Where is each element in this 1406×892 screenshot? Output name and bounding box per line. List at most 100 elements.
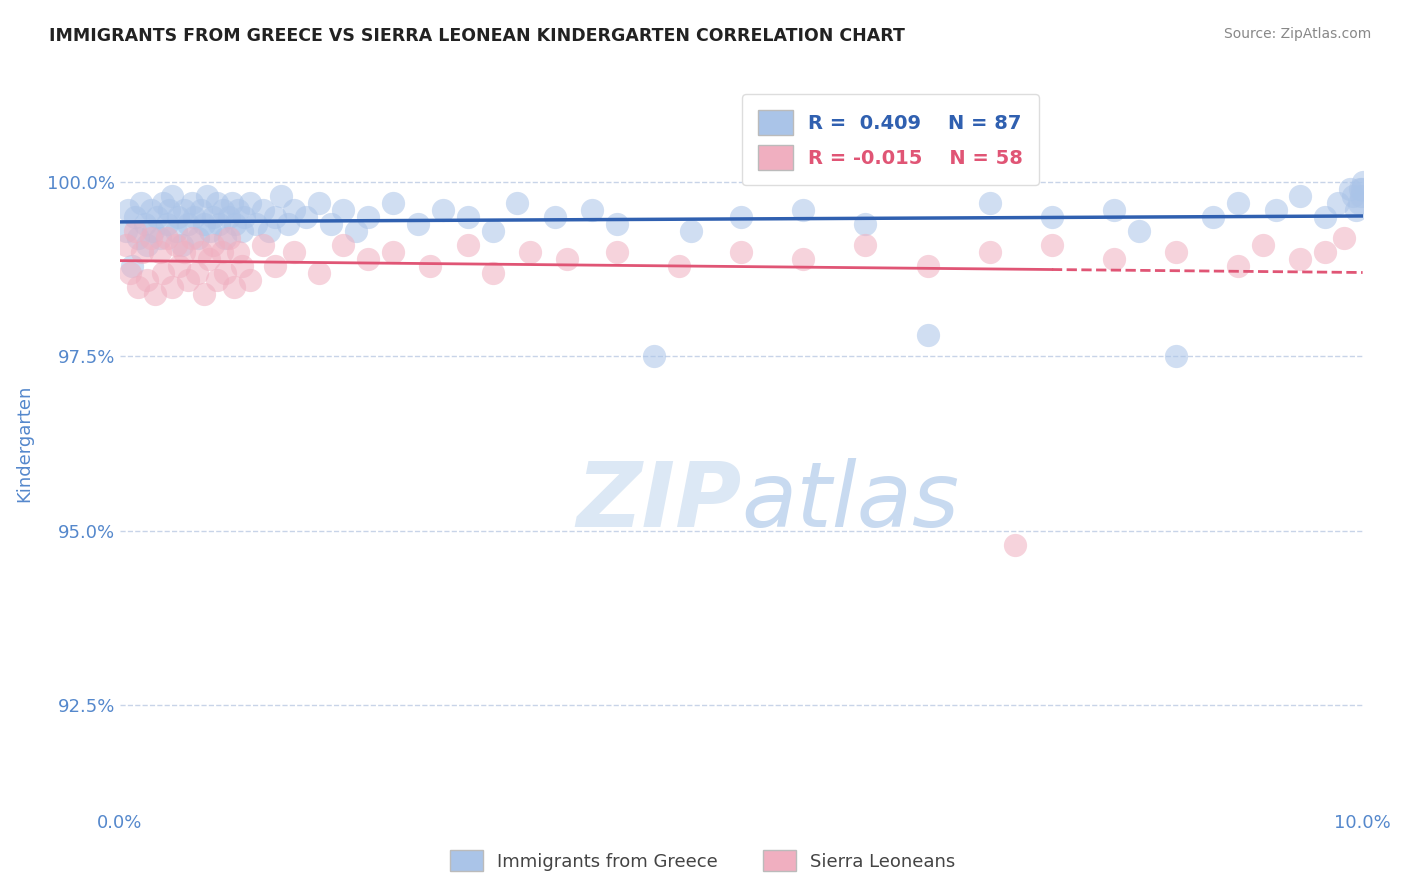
Point bbox=[332, 202, 354, 217]
Point bbox=[855, 237, 877, 252]
Point bbox=[146, 210, 169, 224]
Point bbox=[506, 196, 529, 211]
Point bbox=[136, 237, 159, 252]
Point bbox=[730, 244, 752, 259]
Point bbox=[165, 237, 187, 252]
Point bbox=[406, 217, 429, 231]
Text: IMMIGRANTS FROM GREECE VS SIERRA LEONEAN KINDERGARTEN CORRELATION CHART: IMMIGRANTS FROM GREECE VS SIERRA LEONEAN… bbox=[49, 27, 905, 45]
Point bbox=[193, 286, 215, 301]
Text: atlas: atlas bbox=[741, 458, 959, 546]
Point bbox=[1289, 189, 1312, 203]
Point bbox=[419, 259, 441, 273]
Point bbox=[193, 217, 215, 231]
Point bbox=[205, 196, 228, 211]
Point bbox=[115, 237, 138, 252]
Point bbox=[221, 196, 243, 211]
Point bbox=[357, 210, 380, 224]
Point bbox=[131, 244, 153, 259]
Point bbox=[295, 210, 318, 224]
Point bbox=[481, 266, 503, 280]
Point bbox=[1102, 202, 1125, 217]
Point bbox=[239, 272, 262, 286]
Point bbox=[1040, 237, 1063, 252]
Point bbox=[792, 202, 814, 217]
Point bbox=[239, 196, 262, 211]
Point bbox=[1326, 196, 1348, 211]
Point bbox=[1004, 538, 1026, 552]
Point bbox=[222, 279, 245, 293]
Point bbox=[1102, 252, 1125, 266]
Point bbox=[1040, 210, 1063, 224]
Point bbox=[127, 231, 149, 245]
Point bbox=[730, 210, 752, 224]
Point bbox=[218, 210, 240, 224]
Point bbox=[143, 286, 166, 301]
Point bbox=[177, 217, 200, 231]
Point bbox=[357, 252, 380, 266]
Point bbox=[169, 259, 191, 273]
Point bbox=[1202, 210, 1225, 224]
Point bbox=[855, 217, 877, 231]
Point bbox=[214, 231, 236, 245]
Point bbox=[231, 224, 253, 238]
Point bbox=[432, 202, 454, 217]
Point bbox=[148, 231, 170, 245]
Point bbox=[183, 210, 205, 224]
Point bbox=[481, 224, 503, 238]
Point bbox=[115, 224, 138, 238]
Point bbox=[173, 244, 195, 259]
Legend: Immigrants from Greece, Sierra Leoneans: Immigrants from Greece, Sierra Leoneans bbox=[443, 843, 963, 879]
Point bbox=[139, 202, 162, 217]
Point bbox=[1251, 237, 1274, 252]
Point bbox=[231, 259, 253, 273]
Point bbox=[198, 252, 221, 266]
Text: Source: ZipAtlas.com: Source: ZipAtlas.com bbox=[1223, 27, 1371, 41]
Point bbox=[208, 217, 231, 231]
Point bbox=[457, 210, 479, 224]
Text: ZIP: ZIP bbox=[576, 458, 741, 546]
Point bbox=[1351, 182, 1374, 196]
Point bbox=[270, 189, 292, 203]
Point bbox=[581, 202, 603, 217]
Point bbox=[264, 259, 287, 273]
Point bbox=[519, 244, 541, 259]
Point bbox=[382, 244, 405, 259]
Point bbox=[186, 266, 208, 280]
Point bbox=[1341, 189, 1364, 203]
Point bbox=[190, 202, 212, 217]
Point bbox=[177, 272, 200, 286]
Point bbox=[252, 202, 274, 217]
Point bbox=[606, 217, 628, 231]
Point bbox=[1333, 231, 1355, 245]
Y-axis label: Kindergarten: Kindergarten bbox=[15, 384, 32, 502]
Point bbox=[152, 266, 174, 280]
Point bbox=[170, 237, 193, 252]
Point bbox=[1166, 244, 1188, 259]
Point bbox=[187, 231, 209, 245]
Point bbox=[1346, 202, 1368, 217]
Point bbox=[1351, 175, 1374, 189]
Point bbox=[156, 217, 179, 231]
Point bbox=[1264, 202, 1286, 217]
Point bbox=[159, 202, 181, 217]
Point bbox=[156, 231, 179, 245]
Point bbox=[555, 252, 578, 266]
Point bbox=[544, 210, 567, 224]
Point bbox=[668, 259, 690, 273]
Point bbox=[127, 279, 149, 293]
Point bbox=[211, 244, 233, 259]
Point bbox=[165, 224, 187, 238]
Point bbox=[200, 224, 222, 238]
Point bbox=[1227, 259, 1250, 273]
Point bbox=[205, 272, 228, 286]
Point bbox=[167, 210, 190, 224]
Point bbox=[142, 224, 165, 238]
Point bbox=[681, 224, 703, 238]
Point bbox=[212, 202, 235, 217]
Point bbox=[606, 244, 628, 259]
Point bbox=[1315, 210, 1337, 224]
Point bbox=[1166, 349, 1188, 363]
Point bbox=[180, 231, 202, 245]
Point bbox=[139, 231, 162, 245]
Point bbox=[277, 217, 299, 231]
